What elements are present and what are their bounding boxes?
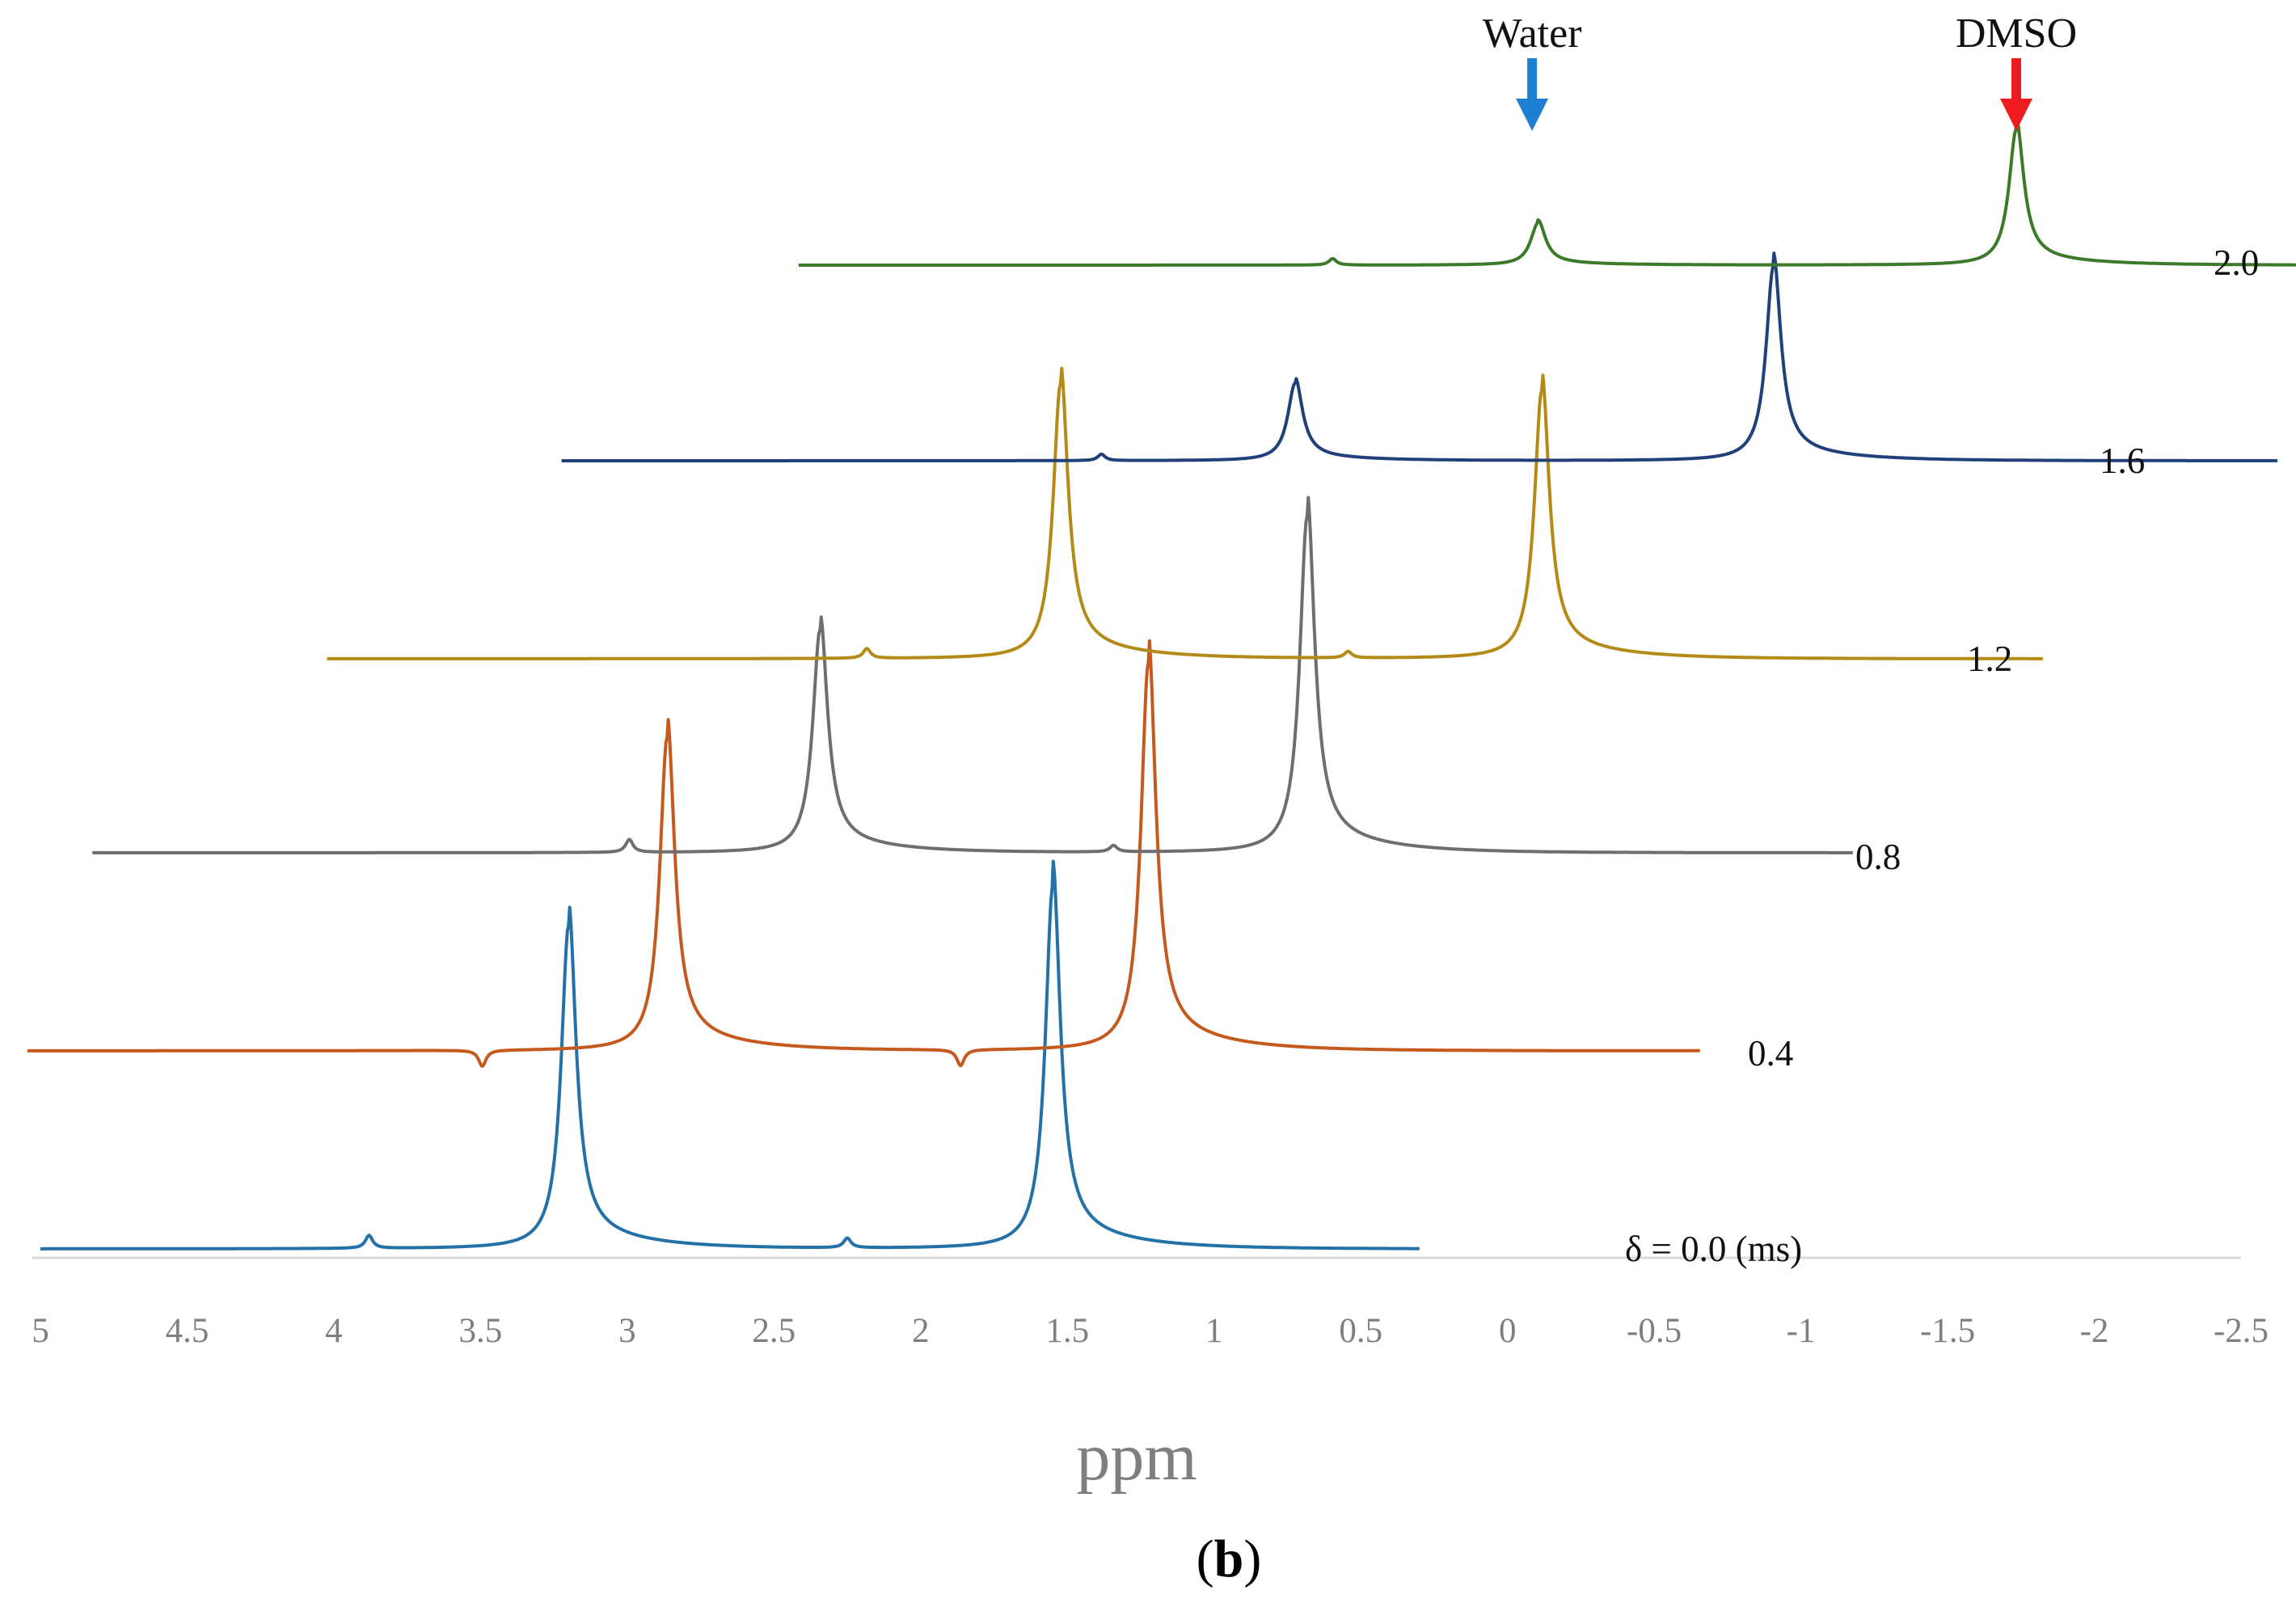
x-tick-label: -2.5 (2214, 1312, 2269, 1350)
spectrum-line-5 (798, 118, 2296, 267)
spectrum-line-4 (561, 251, 2278, 462)
caption-close-paren: ) (1243, 1529, 1261, 1588)
x-tick-label: 2 (912, 1312, 930, 1350)
x-tick-label: 5 (32, 1312, 49, 1350)
x-tick-label: -1 (1787, 1312, 1816, 1350)
spectra-series: δ = 0.0 (ms) 0.4 0.8 1.2 1.6 2.0 (27, 118, 2296, 1269)
series-label-2: 0.8 (1855, 837, 1901, 877)
series-label-0: δ = 0.0 (ms) (1625, 1229, 1802, 1269)
x-tick-label: 3.5 (459, 1312, 503, 1350)
annotation-arrow-shaft-0 (1527, 58, 1538, 103)
x-tick-label: -2 (2080, 1312, 2109, 1350)
x-axis-ticks: 5 4.5 4 3.5 3 2.5 2 1.5 1 0.5 0 -0.5 -1 -1.5 -2 -2.5 (32, 1312, 2269, 1350)
x-tick-label: 2.5 (752, 1312, 796, 1350)
x-axis-label: ppm (1076, 1419, 1197, 1495)
x-tick-label: 4.5 (166, 1312, 209, 1350)
annotation-arrow-shaft-1 (2011, 58, 2021, 103)
series-label-4: 1.6 (2100, 441, 2145, 481)
annotation-arrow-head-1 (2000, 99, 2032, 131)
x-tick-label: -0.5 (1627, 1312, 1682, 1350)
series-label-1: 0.4 (1748, 1033, 1793, 1074)
x-tick-label: 3 (618, 1312, 636, 1350)
x-tick-label: 0.5 (1339, 1312, 1382, 1350)
x-tick-label: 1.5 (1045, 1312, 1089, 1350)
x-tick-label: 0 (1499, 1312, 1517, 1350)
peak-annotations: Water DMSO (1483, 11, 2077, 131)
x-tick-label: 4 (325, 1312, 343, 1350)
spectrum-line-3 (326, 366, 2044, 660)
x-tick-label: -1.5 (1920, 1312, 1975, 1350)
caption-open-paren: ( (1197, 1529, 1214, 1588)
spectrum-line-1 (27, 639, 1701, 1068)
series-label-3: 1.2 (1967, 639, 2012, 679)
caption-letter: b (1214, 1529, 1244, 1588)
x-tick-label: 1 (1205, 1312, 1223, 1350)
figure-caption: (b) (1197, 1529, 1262, 1588)
spectrum-line-0 (40, 859, 1420, 1251)
annotation-arrow-head-0 (1516, 99, 1549, 131)
spectrum-line-2 (91, 496, 1854, 854)
annotation-label-0: Water (1483, 11, 1582, 57)
annotation-label-1: DMSO (1956, 11, 2077, 57)
series-label-5: 2.0 (2214, 243, 2259, 283)
